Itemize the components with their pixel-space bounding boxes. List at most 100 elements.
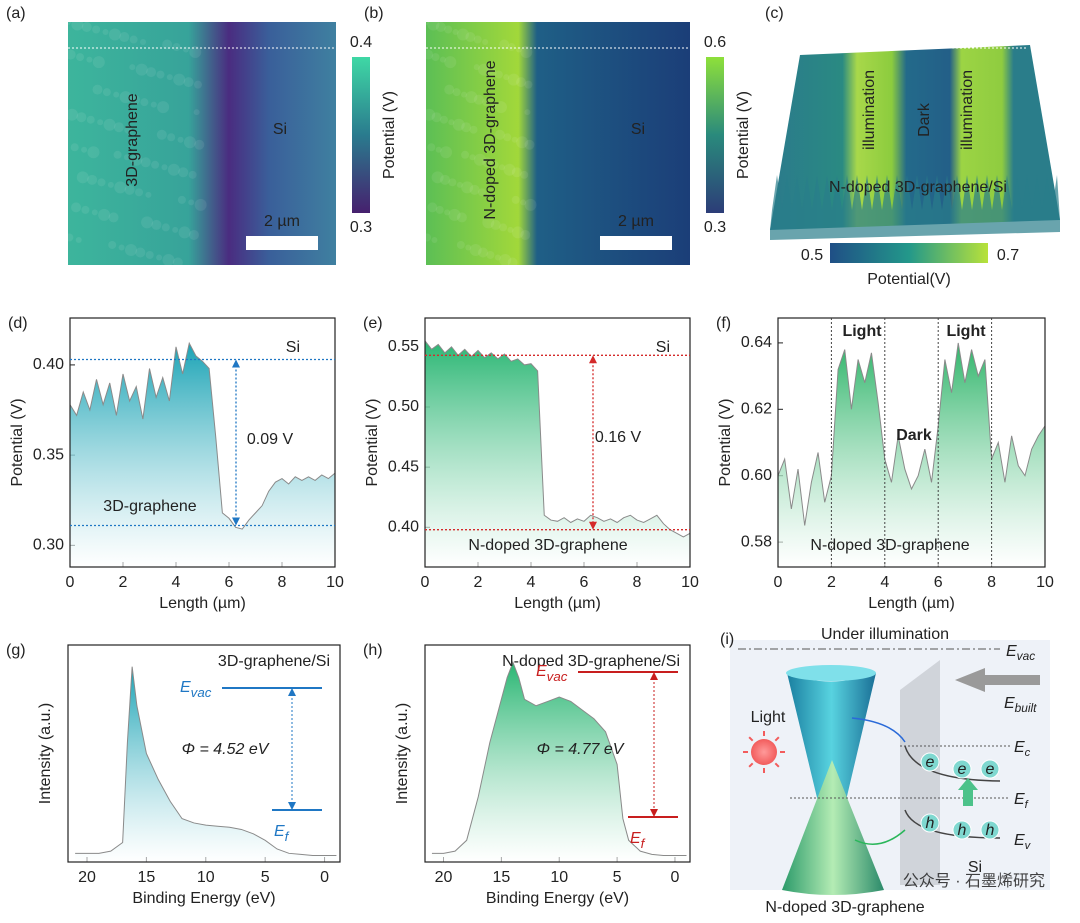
plot-frame bbox=[67, 644, 341, 863]
texture bbox=[456, 28, 469, 41]
panel-label: (d) bbox=[8, 315, 28, 332]
texture bbox=[515, 46, 522, 53]
arrow-head bbox=[589, 355, 597, 364]
texture bbox=[423, 19, 429, 25]
colorbar-min: 0.3 bbox=[350, 219, 372, 236]
texture bbox=[124, 125, 133, 134]
y-tick-label: 0.55 bbox=[388, 338, 419, 355]
texture bbox=[473, 153, 486, 166]
texture bbox=[65, 233, 74, 242]
texture bbox=[490, 101, 497, 108]
carrier bbox=[980, 820, 1000, 840]
texture bbox=[478, 247, 489, 258]
level-label: Evac bbox=[180, 679, 212, 699]
texture bbox=[490, 160, 499, 169]
texture bbox=[118, 244, 125, 251]
plot-frame bbox=[777, 317, 1046, 568]
line bbox=[777, 342, 1046, 526]
texture bbox=[86, 56, 93, 63]
x-tick-label: 5 bbox=[613, 869, 622, 886]
x-axis-label: Length (µm) bbox=[159, 595, 246, 612]
texture bbox=[461, 150, 470, 159]
texture bbox=[503, 163, 516, 176]
sun-ray bbox=[748, 762, 754, 768]
annotation: Si bbox=[286, 339, 300, 356]
texture bbox=[444, 84, 455, 95]
x-tick-label: 6 bbox=[934, 574, 943, 591]
texture bbox=[75, 236, 82, 243]
plot-frame bbox=[69, 317, 336, 568]
y-tick-label: 0.62 bbox=[741, 401, 772, 418]
texture bbox=[98, 208, 111, 221]
texture bbox=[520, 170, 529, 179]
surface-spikes bbox=[770, 175, 1060, 240]
subscript: vac bbox=[1017, 649, 1036, 663]
texture bbox=[524, 80, 533, 89]
x-axis-label: Length (µm) bbox=[514, 595, 601, 612]
texture bbox=[92, 84, 103, 95]
panel-label: (b) bbox=[364, 5, 384, 22]
x-axis-label: Binding Energy (eV) bbox=[132, 890, 275, 907]
texture bbox=[490, 219, 501, 230]
texture bbox=[97, 119, 104, 126]
texture bbox=[482, 98, 491, 107]
line bbox=[424, 340, 691, 538]
subscript: vac bbox=[191, 685, 212, 700]
texture bbox=[162, 253, 175, 266]
x-axis-label: Binding Energy (eV) bbox=[486, 890, 629, 907]
symbol: E bbox=[180, 679, 191, 696]
texture bbox=[473, 64, 480, 71]
texture bbox=[499, 164, 506, 171]
texture bbox=[448, 119, 455, 126]
texture bbox=[135, 247, 146, 258]
texture bbox=[456, 240, 465, 249]
surface-label: Dark bbox=[916, 102, 933, 137]
conduction-band bbox=[904, 745, 1001, 782]
y-tick-label: 0.40 bbox=[33, 356, 64, 373]
area bbox=[431, 662, 687, 862]
texture bbox=[129, 35, 138, 44]
level-label: Ef bbox=[274, 823, 290, 843]
texture bbox=[423, 108, 436, 121]
x-tick-label: 0 bbox=[774, 574, 783, 591]
texture bbox=[448, 178, 457, 187]
sun bbox=[751, 739, 777, 765]
texture bbox=[439, 56, 446, 63]
texture bbox=[494, 101, 507, 114]
texture bbox=[166, 74, 173, 81]
afm-image bbox=[68, 22, 336, 265]
x-tick-label: 4 bbox=[880, 574, 889, 591]
texture bbox=[431, 236, 438, 243]
y-tick-label: 0.58 bbox=[741, 533, 772, 550]
plot-frame bbox=[424, 317, 691, 568]
texture bbox=[440, 146, 453, 159]
texture bbox=[452, 88, 461, 97]
texture bbox=[151, 219, 162, 230]
region-label: Si bbox=[273, 121, 287, 138]
cone-rim bbox=[786, 665, 876, 681]
texture bbox=[76, 112, 87, 123]
texture bbox=[102, 29, 109, 36]
cone-bottom bbox=[782, 760, 884, 895]
texture bbox=[156, 254, 163, 261]
texture bbox=[66, 108, 79, 121]
symbol: E bbox=[536, 663, 547, 680]
subscript: f bbox=[285, 829, 290, 844]
x-tick-label: 20 bbox=[78, 869, 96, 886]
y-tick-label: 0.30 bbox=[33, 537, 64, 554]
carrier-label: h bbox=[958, 822, 967, 839]
texture bbox=[103, 118, 116, 131]
x-tick-label: 10 bbox=[197, 869, 215, 886]
texture bbox=[119, 91, 132, 104]
texture bbox=[102, 88, 111, 97]
x-tick-label: 10 bbox=[550, 869, 568, 886]
texture bbox=[482, 39, 489, 46]
texture bbox=[469, 154, 476, 161]
panel-label: (e) bbox=[363, 315, 383, 332]
texture bbox=[439, 115, 448, 124]
annotation: Light bbox=[946, 323, 986, 340]
texture bbox=[193, 109, 200, 116]
arrow-head bbox=[288, 688, 296, 696]
panel-label: (h) bbox=[363, 642, 383, 659]
carrier-label: h bbox=[926, 815, 935, 832]
